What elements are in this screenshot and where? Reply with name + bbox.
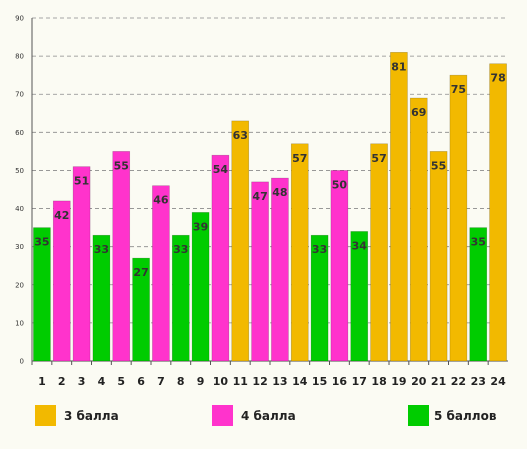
label-layer: 35 42 51 33 55 27 46 33 39 54 63 47 48 57 33 50 34 57 81 69… — [34, 60, 505, 279]
data-label: 51 — [74, 175, 89, 188]
bar — [390, 51, 408, 362]
legend-swatch — [35, 405, 56, 426]
y-tick-label: 80 — [15, 53, 24, 61]
y-tick-label: 70 — [15, 91, 24, 99]
x-tick-label: 9 — [197, 375, 205, 388]
bar — [429, 151, 448, 362]
y-tick-label: 20 — [15, 281, 24, 289]
y-tick-label: 30 — [15, 243, 24, 251]
legend: 3 балла 4 балла 5 баллов — [35, 405, 497, 426]
x-tick-label: 14 — [292, 375, 308, 388]
x-tick-label: 16 — [332, 375, 348, 388]
data-label: 46 — [153, 194, 169, 207]
data-label: 54 — [213, 163, 229, 176]
bar — [132, 257, 150, 362]
bar — [489, 63, 507, 362]
bar — [409, 97, 428, 362]
y-tick-label: 40 — [15, 205, 24, 213]
data-label: 69 — [411, 106, 426, 119]
y-tick-label: 60 — [15, 129, 24, 137]
y-tick-label: 0 — [20, 358, 24, 366]
y-tick-label: 90 — [15, 15, 24, 23]
data-label: 33 — [312, 243, 327, 256]
bar — [449, 74, 468, 362]
data-label: 39 — [193, 220, 208, 233]
x-tick-label: 11 — [233, 375, 248, 388]
x-tick-label: 5 — [117, 375, 125, 388]
bar — [290, 143, 309, 362]
y-tick-label: 50 — [15, 167, 24, 175]
bar — [112, 151, 131, 362]
data-label: 50 — [332, 178, 348, 191]
x-tick-label: 6 — [137, 375, 145, 388]
data-label: 33 — [173, 243, 188, 256]
data-label: 81 — [391, 60, 406, 73]
bar — [271, 177, 289, 362]
data-label: 35 — [34, 236, 49, 249]
legend-label: 5 баллов — [434, 409, 497, 423]
data-label: 57 — [292, 152, 307, 165]
legend-swatch — [408, 405, 429, 426]
x-tick-label: 10 — [213, 375, 229, 388]
x-tick-label: 8 — [177, 375, 185, 388]
x-tick-label: 19 — [391, 375, 406, 388]
x-tick-label: 15 — [312, 375, 327, 388]
bar — [52, 200, 71, 362]
data-label: 57 — [371, 152, 386, 165]
bar — [469, 227, 488, 362]
legend-label: 4 балла — [241, 409, 296, 423]
x-tick-label: 4 — [98, 375, 106, 388]
bar — [33, 227, 51, 362]
data-label: 47 — [252, 190, 267, 203]
y-tick-label: 10 — [15, 319, 24, 327]
x-tick-label: 18 — [371, 375, 386, 388]
data-label: 27 — [133, 266, 148, 279]
data-label: 78 — [490, 72, 505, 85]
data-label: 75 — [451, 83, 466, 96]
data-label: 42 — [54, 209, 69, 222]
x-tick-label: 23 — [471, 375, 486, 388]
legend-label: 3 балла — [64, 409, 119, 423]
grid-layer — [32, 17, 508, 324]
bar — [72, 166, 91, 362]
data-label: 48 — [272, 186, 287, 199]
x-tick-label: 1 — [38, 375, 46, 388]
x-tick-label: 12 — [252, 375, 267, 388]
bar-layer — [33, 51, 507, 362]
x-tick-label: 3 — [78, 375, 86, 388]
x-tick-label: 17 — [352, 375, 367, 388]
data-label: 33 — [94, 243, 109, 256]
x-tick-label: 22 — [451, 375, 466, 388]
x-tick-label: 20 — [411, 375, 427, 388]
x-tick-label: 13 — [272, 375, 287, 388]
data-label: 35 — [471, 236, 486, 249]
bar — [251, 181, 269, 362]
bar — [191, 212, 210, 362]
bar — [370, 143, 388, 362]
bar — [350, 231, 369, 362]
x-tick-label: 2 — [58, 375, 66, 388]
bar — [171, 234, 190, 362]
bar — [231, 120, 250, 362]
bar — [330, 170, 349, 362]
data-label: 34 — [352, 239, 368, 252]
x-tick-label: 21 — [431, 375, 446, 388]
x-tick-label: 7 — [157, 375, 165, 388]
bar — [152, 185, 170, 362]
x-tick-label: 24 — [490, 375, 506, 388]
bar — [211, 154, 230, 362]
bar — [310, 234, 329, 362]
legend-swatch — [212, 405, 233, 426]
data-label: 55 — [431, 159, 446, 172]
data-label: 63 — [233, 129, 248, 142]
bar — [92, 234, 111, 362]
data-label: 55 — [114, 159, 129, 172]
